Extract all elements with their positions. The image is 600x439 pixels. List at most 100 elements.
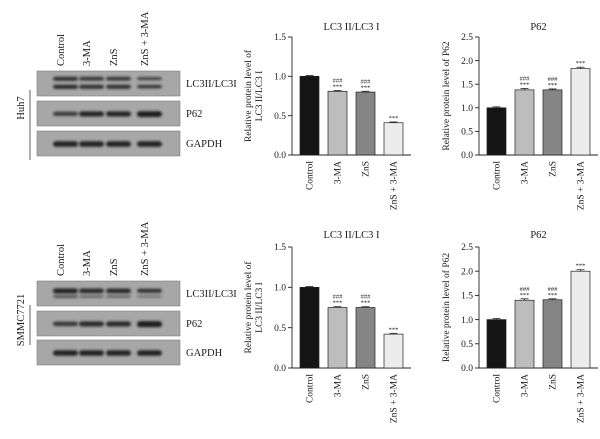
protein-band <box>79 76 104 81</box>
x-tick-label: Control <box>493 161 503 190</box>
y-axis-label: LC3 II/LC3 I <box>255 282 265 333</box>
protein-band <box>53 288 78 294</box>
x-tick-label: 3-MA <box>334 374 344 397</box>
band-label: GAPDH <box>186 348 223 359</box>
protein-band <box>79 84 104 89</box>
bar <box>355 91 376 156</box>
chart-title: P62 <box>530 22 546 33</box>
chart-title: LC3 II/LC3 I <box>324 22 380 33</box>
bar <box>299 75 320 156</box>
y-axis-label: Relative protein level of <box>243 49 254 142</box>
bar <box>570 68 591 156</box>
x-tick-label: ZnS <box>549 161 559 177</box>
protein-band <box>79 350 104 356</box>
x-tick-label: ZnS <box>362 161 372 177</box>
y-axis-label: Relative protein level of <box>243 261 254 354</box>
significance-mark: *** <box>548 292 558 299</box>
blot-strip <box>36 70 181 97</box>
significance-mark: *** <box>389 326 399 333</box>
protein-band <box>137 288 162 293</box>
western-blots: Control 3-MA ZnS ZnS + 3-MA Huh7 LC3II/LC3I P6… <box>16 11 237 366</box>
protein-band <box>106 321 131 327</box>
y-tick-label: 2.5 <box>461 33 473 43</box>
x-tick-label: Control <box>493 374 503 403</box>
bar <box>542 299 563 369</box>
significance-mark: ### <box>520 286 531 293</box>
lane-label: 3-MA <box>82 250 93 276</box>
bar <box>570 270 591 369</box>
protein-band <box>137 111 162 117</box>
y-tick-label: 1.5 <box>274 243 286 253</box>
bar-charts: LC3 II/LC3 I 0.0 0.5 1.0 1.5 Relative protein… <box>243 22 598 423</box>
chart-title: LC3 II/LC3 I <box>324 230 380 241</box>
y-tick-label: 0.0 <box>461 151 473 161</box>
significance-mark: *** <box>361 84 371 91</box>
y-tick-label: 1.5 <box>461 80 473 90</box>
x-tick-label: ZnS + 3-MA <box>390 161 400 210</box>
protein-band <box>106 295 131 298</box>
significance-mark: ### <box>520 75 531 82</box>
significance-mark: ### <box>548 76 559 83</box>
blot-panel-0: Control 3-MA ZnS ZnS + 3-MA Huh7 LC3II/LC3I P6… <box>16 11 237 160</box>
significance-mark: *** <box>389 115 399 122</box>
bar <box>514 89 535 156</box>
y-tick-label: 2.5 <box>461 243 473 253</box>
lane-label: ZnS <box>109 258 120 276</box>
y-tick-label: 0.5 <box>461 128 473 138</box>
significance-mark: *** <box>333 300 343 307</box>
protein-band <box>137 141 162 147</box>
protein-band <box>137 321 162 328</box>
significance-mark: *** <box>361 300 371 307</box>
lane-label: 3-MA <box>82 40 93 66</box>
cell-line-label: Huh7 <box>16 96 27 119</box>
y-tick-label: 0.0 <box>461 364 473 374</box>
bar-chart: P62 0.0 0.5 1.0 1.5 2.0 2.5 Relative protein le… <box>441 22 598 210</box>
significance-mark: *** <box>576 60 586 67</box>
bar <box>355 307 376 369</box>
significance-mark: ### <box>361 78 372 85</box>
y-tick-label: 1.0 <box>461 316 473 326</box>
bar <box>383 333 404 369</box>
protein-band <box>79 111 104 117</box>
significance-mark: ### <box>361 294 372 301</box>
y-axis-label: Relative protein level of P62 <box>441 41 452 150</box>
significance-mark: *** <box>548 82 558 89</box>
cell-line-label: SMMC7721 <box>16 294 27 347</box>
protein-band <box>79 295 104 298</box>
lane-label: ZnS + 3-MA <box>140 11 151 66</box>
y-axis-label: Relative protein level of P62 <box>441 253 452 362</box>
x-tick-label: ZnS <box>549 374 559 390</box>
protein-band <box>53 84 78 89</box>
band-label: P62 <box>186 319 202 330</box>
protein-band <box>106 111 131 117</box>
band-label: P62 <box>186 109 202 120</box>
protein-band <box>53 350 78 356</box>
protein-band <box>106 288 131 294</box>
protein-band <box>106 76 131 81</box>
protein-band <box>106 141 131 147</box>
y-tick-label: 0.5 <box>461 340 473 350</box>
y-tick-label: 1.5 <box>274 33 286 43</box>
protein-band <box>79 288 104 294</box>
protein-band <box>53 295 78 298</box>
x-tick-label: 3-MA <box>521 161 531 184</box>
significance-mark: *** <box>333 83 343 90</box>
y-axis-label: LC3 II/LC3 I <box>255 71 265 122</box>
significance-mark: *** <box>520 292 530 299</box>
y-tick-label: 2.0 <box>461 57 473 67</box>
significance-mark: ### <box>548 286 559 293</box>
x-tick-label: Control <box>306 374 316 403</box>
significance-mark: *** <box>576 263 586 270</box>
lane-label: Control <box>56 244 67 276</box>
lane-label: Control <box>56 34 67 66</box>
bar-chart: P62 0.0 0.5 1.0 1.5 2.0 2.5 Relative protein le… <box>441 230 598 423</box>
protein-band <box>53 141 78 147</box>
protein-band <box>106 350 131 356</box>
band-label: GAPDH <box>186 139 223 150</box>
protein-band <box>79 321 104 327</box>
y-tick-label: 2.0 <box>461 267 473 277</box>
protein-band <box>106 84 131 89</box>
significance-mark: ### <box>333 294 344 301</box>
bar <box>383 122 404 156</box>
